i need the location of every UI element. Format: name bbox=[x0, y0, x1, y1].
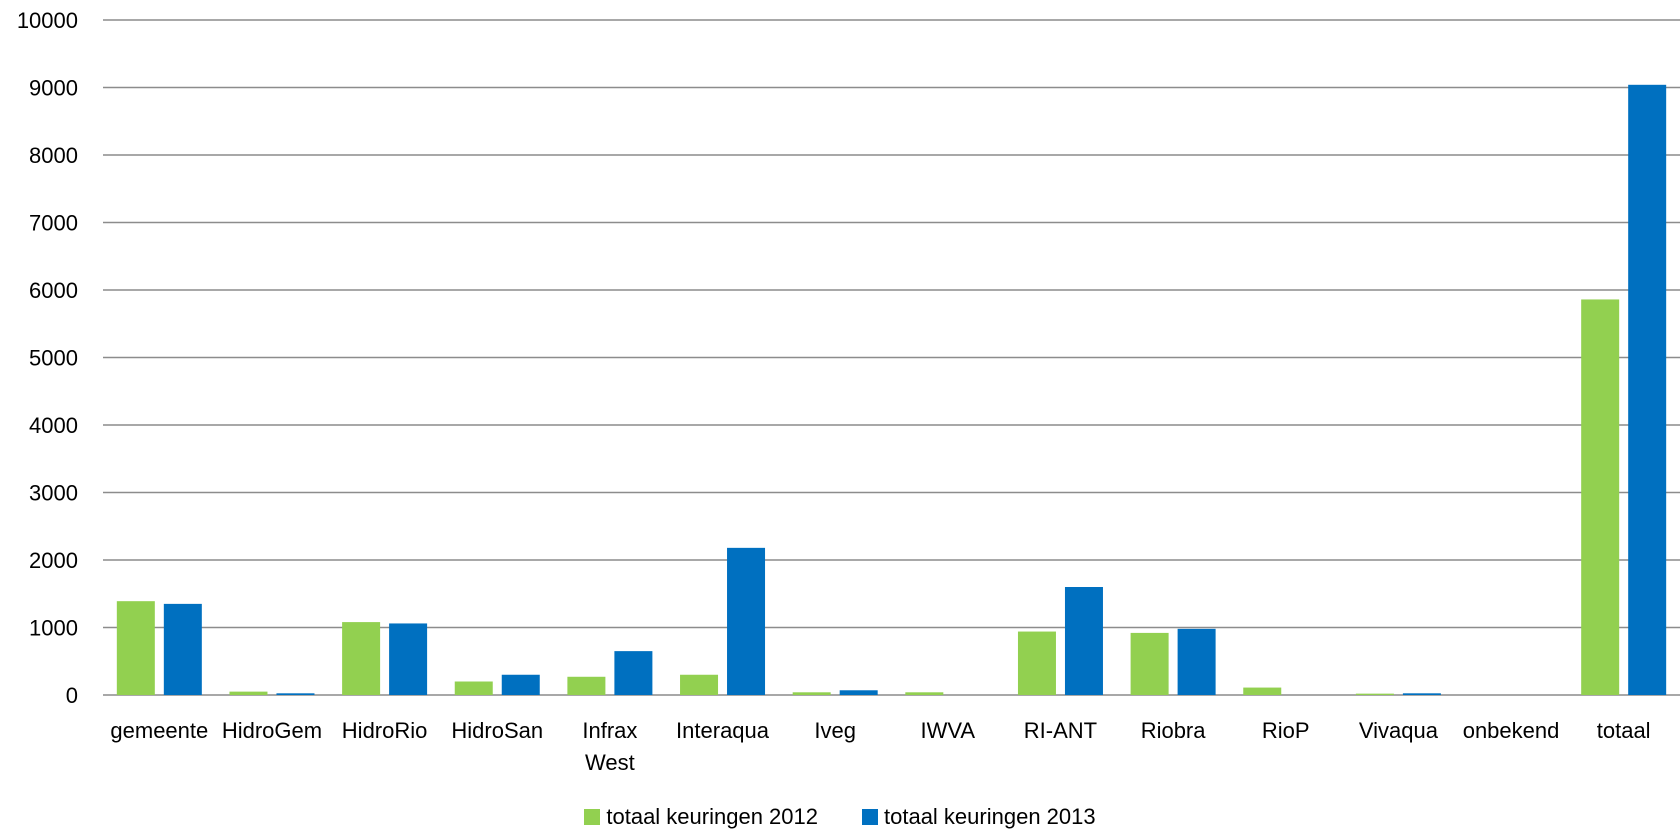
bar-2013 bbox=[1064, 587, 1103, 695]
x-category-label: IWVA bbox=[921, 718, 976, 743]
legend-swatch-2013 bbox=[862, 809, 878, 825]
bar-2013 bbox=[614, 651, 653, 695]
y-tick-label: 9000 bbox=[29, 76, 78, 101]
bar-2013 bbox=[389, 623, 428, 695]
y-tick-label: 2000 bbox=[29, 548, 78, 573]
x-category-label: Infrax West bbox=[582, 718, 637, 775]
y-tick-label: 1000 bbox=[29, 616, 78, 641]
x-category-label: RioP bbox=[1262, 718, 1310, 743]
bar-2012 bbox=[1355, 693, 1394, 695]
bar-2012 bbox=[454, 681, 493, 695]
y-axis-ticks: 0 1000 2000 3000 4000 5000 6000 7000 8000 9000 100… bbox=[17, 8, 78, 708]
x-axis-categories: gemeente HidroGem HidroRio HidroSan Infrax We… bbox=[110, 718, 1650, 775]
y-tick-label: 5000 bbox=[29, 346, 78, 371]
x-category-label: HidroGem bbox=[222, 718, 322, 743]
bar-2013 bbox=[1177, 628, 1216, 695]
y-tick-label: 4000 bbox=[29, 413, 78, 438]
bar-2012 bbox=[680, 674, 719, 695]
bar-2012 bbox=[342, 622, 381, 695]
bar-2012 bbox=[792, 692, 831, 695]
legend-label-2012: totaal keuringen 2012 bbox=[606, 804, 818, 829]
x-category-label: HidroRio bbox=[342, 718, 428, 743]
bar-2012 bbox=[116, 601, 155, 695]
legend-item-2012: totaal keuringen 2012 bbox=[584, 804, 818, 830]
y-tick-label: 7000 bbox=[29, 211, 78, 236]
bar-2013 bbox=[163, 603, 202, 695]
legend-item-2013: totaal keuringen 2013 bbox=[862, 804, 1096, 830]
x-category-label: Vivaqua bbox=[1359, 718, 1439, 743]
bar-2012 bbox=[229, 691, 268, 695]
x-category-label: totaal bbox=[1597, 718, 1651, 743]
bar-2012 bbox=[1017, 631, 1056, 695]
y-tick-label: 10000 bbox=[17, 8, 78, 33]
bars bbox=[116, 84, 1667, 696]
x-category-label: onbekend bbox=[1463, 718, 1560, 743]
x-category-label: Riobra bbox=[1141, 718, 1207, 743]
x-category-label: RI-ANT bbox=[1024, 718, 1097, 743]
bar-2012 bbox=[905, 692, 944, 695]
x-category-label: HidroSan bbox=[451, 718, 543, 743]
bar-2012 bbox=[1243, 687, 1282, 695]
x-category-label: Iveg bbox=[814, 718, 856, 743]
legend-swatch-2012 bbox=[584, 809, 601, 825]
bar-chart: 0 1000 2000 3000 4000 5000 6000 7000 8000 9000 100… bbox=[17, 8, 1680, 775]
y-tick-label: 0 bbox=[66, 683, 78, 708]
x-category-label: Interaqua bbox=[676, 718, 770, 743]
y-tick-label: 6000 bbox=[29, 278, 78, 303]
gridlines bbox=[103, 19, 1680, 696]
y-tick-label: 8000 bbox=[29, 143, 78, 168]
legend: totaal keuringen 2012 totaal keuringen 2… bbox=[0, 802, 1680, 832]
bar-2013 bbox=[727, 547, 766, 695]
bar-2012 bbox=[1581, 299, 1620, 695]
bar-2012 bbox=[1130, 632, 1169, 695]
bar-2013 bbox=[501, 674, 540, 695]
x-category-label: gemeente bbox=[110, 718, 208, 743]
legend-label-2013: totaal keuringen 2013 bbox=[884, 804, 1096, 829]
y-tick-label: 3000 bbox=[29, 481, 78, 506]
bar-2013 bbox=[1402, 693, 1441, 695]
bar-2013 bbox=[1628, 84, 1667, 696]
bar-2013 bbox=[839, 690, 878, 695]
bar-2013 bbox=[276, 693, 315, 695]
bar-2012 bbox=[567, 676, 606, 695]
